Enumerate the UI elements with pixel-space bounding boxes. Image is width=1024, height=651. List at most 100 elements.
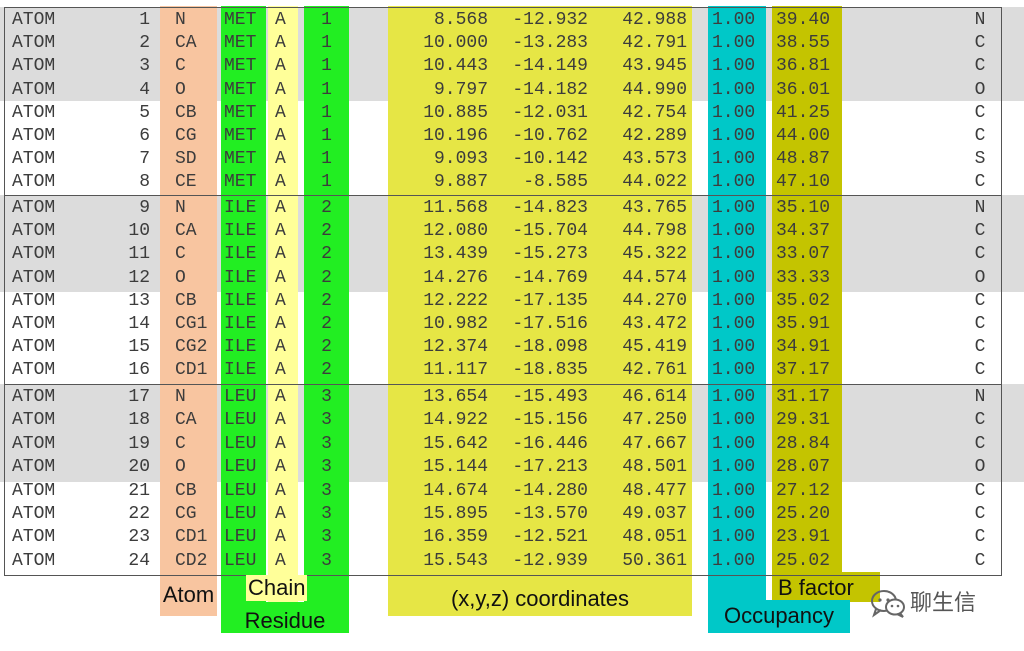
residue-name: MET [224, 33, 257, 54]
chain-id: A [275, 457, 286, 478]
residue-name: ILE [224, 267, 257, 288]
y-coordinate: -15.156 [512, 410, 588, 431]
residue-name: LEU [224, 480, 257, 501]
z-coordinate: 48.051 [622, 527, 687, 548]
bfactor-value: 25.02 [776, 550, 831, 571]
bfactor-column-highlight [772, 6, 842, 572]
z-coordinate: 45.322 [622, 244, 687, 265]
record-type: ATOM [12, 387, 56, 407]
chain-id: A [275, 314, 286, 334]
occupancy-value: 1.00 [712, 221, 756, 242]
atom-record-row: ATOM 11 C ILE A 2 13.439 -15.273 45.322 1.00 33.07… [0, 243, 1024, 266]
occupancy-label-bg [708, 600, 850, 633]
atom-serial: 4 [139, 79, 150, 100]
y-coordinate: -17.213 [512, 457, 588, 478]
chain-id: A [275, 433, 286, 454]
element-symbol: O [974, 457, 986, 478]
element-symbol: C [974, 102, 986, 123]
bfactor-value: 34.37 [776, 221, 831, 242]
occupancy-value: 1.00 [712, 244, 756, 265]
y-coordinate: -17.135 [512, 290, 588, 311]
record-type: ATOM [12, 480, 56, 501]
residue-number: 1 [321, 126, 332, 146]
residue-name: LEU [224, 457, 257, 478]
y-coordinate: -14.182 [512, 79, 588, 100]
residue-name: LEU [224, 433, 257, 454]
x-coordinate: 10.196 [423, 126, 488, 146]
z-coordinate: 43.573 [622, 149, 687, 170]
chain-id: A [275, 102, 286, 123]
bfactor-value: 27.12 [776, 480, 831, 501]
occupancy-column-highlight [708, 6, 766, 633]
residue-name: MET [224, 56, 257, 77]
record-type: ATOM [12, 360, 56, 381]
bfactor-value: 47.10 [776, 172, 831, 193]
z-coordinate: 46.614 [622, 387, 687, 407]
x-coordinate: 10.885 [423, 102, 488, 123]
z-coordinate: 47.250 [622, 410, 687, 431]
element-symbol: O [974, 267, 986, 288]
chain-id-column-highlight [268, 6, 298, 602]
atom-record-row: ATOM 18 CA LEU A 3 14.922 -15.156 47.250 1.00 29.3… [0, 409, 1024, 432]
atom-name: CB [175, 480, 197, 501]
record-type: ATOM [12, 504, 56, 524]
element-symbol: C [974, 337, 986, 358]
y-coordinate: -16.446 [512, 433, 588, 454]
y-coordinate: -15.704 [512, 221, 588, 242]
element-symbol: C [974, 126, 986, 146]
x-coordinate: 16.359 [423, 527, 488, 548]
element-symbol: C [974, 221, 986, 242]
residue-number: 1 [321, 102, 332, 123]
occupancy-label: Occupancy [723, 603, 835, 628]
atom-serial: 3 [139, 56, 150, 77]
residue-number: 3 [321, 550, 332, 571]
x-coordinate: 11.117 [423, 360, 488, 381]
z-coordinate: 44.990 [622, 79, 687, 100]
atom-name: CG2 [175, 337, 208, 358]
atom-record-row: ATOM 16 CD1 ILE A 2 11.117 -18.835 42.761 1.00 37.… [0, 359, 1024, 382]
atom-serial: 13 [128, 290, 150, 311]
y-coordinate: -12.939 [512, 550, 588, 571]
atom-name: C [175, 244, 186, 265]
atom-serial: 8 [139, 172, 150, 193]
chain-id: A [275, 221, 286, 242]
occupancy-value: 1.00 [712, 198, 756, 218]
x-coordinate: 10.443 [423, 56, 488, 77]
z-coordinate: 43.945 [622, 56, 687, 77]
residue-name: LEU [224, 527, 257, 548]
residue-block-ile [4, 195, 1002, 385]
watermark-text: 聊生信 [910, 591, 977, 616]
residue-number: 1 [321, 10, 332, 30]
record-type: ATOM [12, 102, 56, 123]
atom-name: CD2 [175, 550, 208, 571]
x-coordinate: 13.439 [423, 244, 488, 265]
atom-record-row: ATOM 8 CE MET A 1 9.887 -8.585 44.022 1.00 47.10 C [0, 171, 1024, 194]
record-type: ATOM [12, 126, 56, 146]
bfactor-value: 29.31 [776, 410, 831, 431]
residue-label: Residue [244, 608, 326, 633]
chain-id: A [275, 527, 286, 548]
bfactor-value: 35.91 [776, 314, 831, 334]
chain-id: A [275, 56, 286, 77]
occupancy-value: 1.00 [712, 126, 756, 146]
record-type: ATOM [12, 527, 56, 548]
atom-serial: 17 [128, 387, 150, 407]
occupancy-value: 1.00 [712, 360, 756, 381]
record-type: ATOM [12, 290, 56, 311]
occupancy-value: 1.00 [712, 290, 756, 311]
bfactor-value: 35.02 [776, 290, 831, 311]
element-symbol: C [974, 33, 986, 54]
atom-serial: 12 [128, 267, 150, 288]
bfactor-value: 28.07 [776, 457, 831, 478]
y-coordinate: -12.932 [512, 10, 588, 30]
chain-id: A [275, 480, 286, 501]
residue-name: ILE [224, 221, 257, 242]
chain-id: A [275, 149, 286, 170]
atom-name: CA [175, 221, 197, 242]
atom-record-row: ATOM 24 CD2 LEU A 3 15.543 -12.939 50.361 1.00 25.… [0, 550, 1024, 573]
z-coordinate: 43.472 [622, 314, 687, 334]
chain-id: A [275, 244, 286, 265]
y-coordinate: -15.493 [512, 387, 588, 407]
occupancy-value: 1.00 [712, 56, 756, 77]
